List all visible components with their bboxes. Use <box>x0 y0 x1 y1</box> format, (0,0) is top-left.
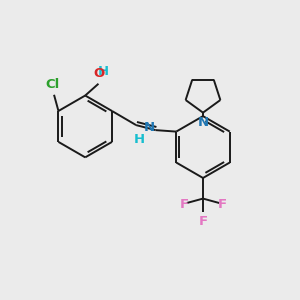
Text: F: F <box>179 198 188 211</box>
Text: N: N <box>197 116 208 129</box>
Text: H: H <box>98 65 109 78</box>
Text: F: F <box>218 198 227 211</box>
Text: N: N <box>144 121 155 134</box>
Text: H: H <box>134 134 145 146</box>
Text: O: O <box>93 67 105 80</box>
Text: F: F <box>198 215 208 228</box>
Text: Cl: Cl <box>45 78 60 91</box>
